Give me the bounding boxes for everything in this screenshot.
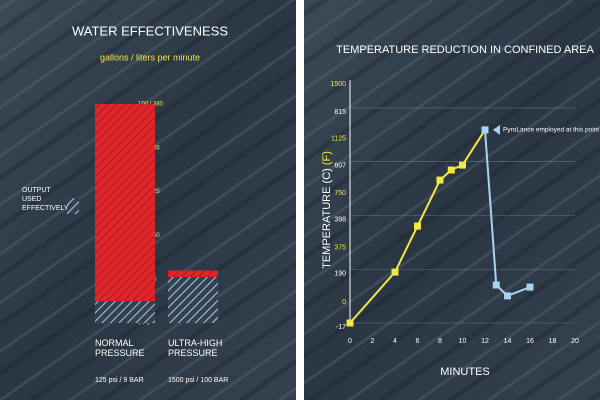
y-axis-label: TEMPERATURE (C) (F) [321, 151, 333, 269]
left-subtitle: gallons / liters per minute [100, 52, 200, 62]
left-title: WATER EFFECTIVENESS [72, 23, 228, 38]
y-unit-f: (F) [321, 151, 333, 165]
data-point [391, 268, 399, 276]
data-point [459, 161, 466, 169]
data-point [481, 126, 489, 134]
annotation-arrow [493, 124, 500, 135]
data-point [526, 283, 534, 291]
y-tick-label: 398 [334, 217, 346, 224]
x-tick-label: 0 [348, 338, 352, 345]
x-tick-label: 8 [438, 338, 442, 345]
x-tick-label: 12 [481, 338, 489, 345]
category-label: ULTRA-HIGH PRESSURE [168, 338, 223, 358]
y2-tick-label: 0 [342, 299, 346, 306]
bar-segment [168, 270, 218, 278]
y-tick-label: -17 [336, 324, 346, 331]
y2-tick-label: 750 [334, 190, 346, 197]
annotation: PyroLance employed at this point [503, 127, 599, 134]
x-tick-label: 18 [549, 338, 557, 345]
y-tick-label: 815 [334, 109, 346, 116]
data-point [346, 319, 354, 327]
series-line [484, 129, 531, 298]
right-texture [304, 0, 600, 400]
category-label: NORMAL PRESSURE [95, 338, 145, 358]
bar-segment [95, 104, 155, 302]
y-unit-c: (C) [321, 168, 333, 183]
bar-segment [168, 277, 218, 323]
x-tick-label: 16 [526, 338, 534, 345]
x-tick-label: 2 [371, 338, 375, 345]
x-tick-label: 4 [393, 338, 397, 345]
data-point [504, 292, 511, 300]
data-point [436, 176, 444, 184]
y-tick-label: 607 [334, 163, 346, 170]
y2-tick-label: 1125 [331, 136, 346, 143]
x-tick-label: 6 [416, 338, 420, 345]
y-tick-label: 0 / 0 [138, 321, 150, 327]
category-note: 1500 psi / 100 BAR [168, 377, 229, 384]
right-title: TEMPERATURE REDUCTION IN CONFINED AREA [336, 44, 594, 56]
y2-tick-label: 375 [334, 245, 346, 252]
bar-segment [95, 301, 155, 323]
y2-tick-label: 1500 [330, 81, 346, 88]
data-point [492, 281, 500, 289]
y-tick-label: 190 [334, 270, 346, 277]
legend-label: OUTPUT USED EFFECTIVELY [22, 187, 69, 212]
x-axis-label: MINUTES [440, 366, 490, 378]
y-label-text: TEMPERATURE [321, 187, 333, 269]
x-tick-label: 10 [459, 338, 467, 345]
category-note: 125 psi / 9 BAR [95, 377, 144, 384]
legend-swatch [67, 198, 79, 214]
data-point [414, 222, 421, 230]
x-tick-label: 14 [504, 338, 512, 345]
data-point [447, 166, 455, 174]
x-tick-label: 20 [571, 338, 579, 345]
